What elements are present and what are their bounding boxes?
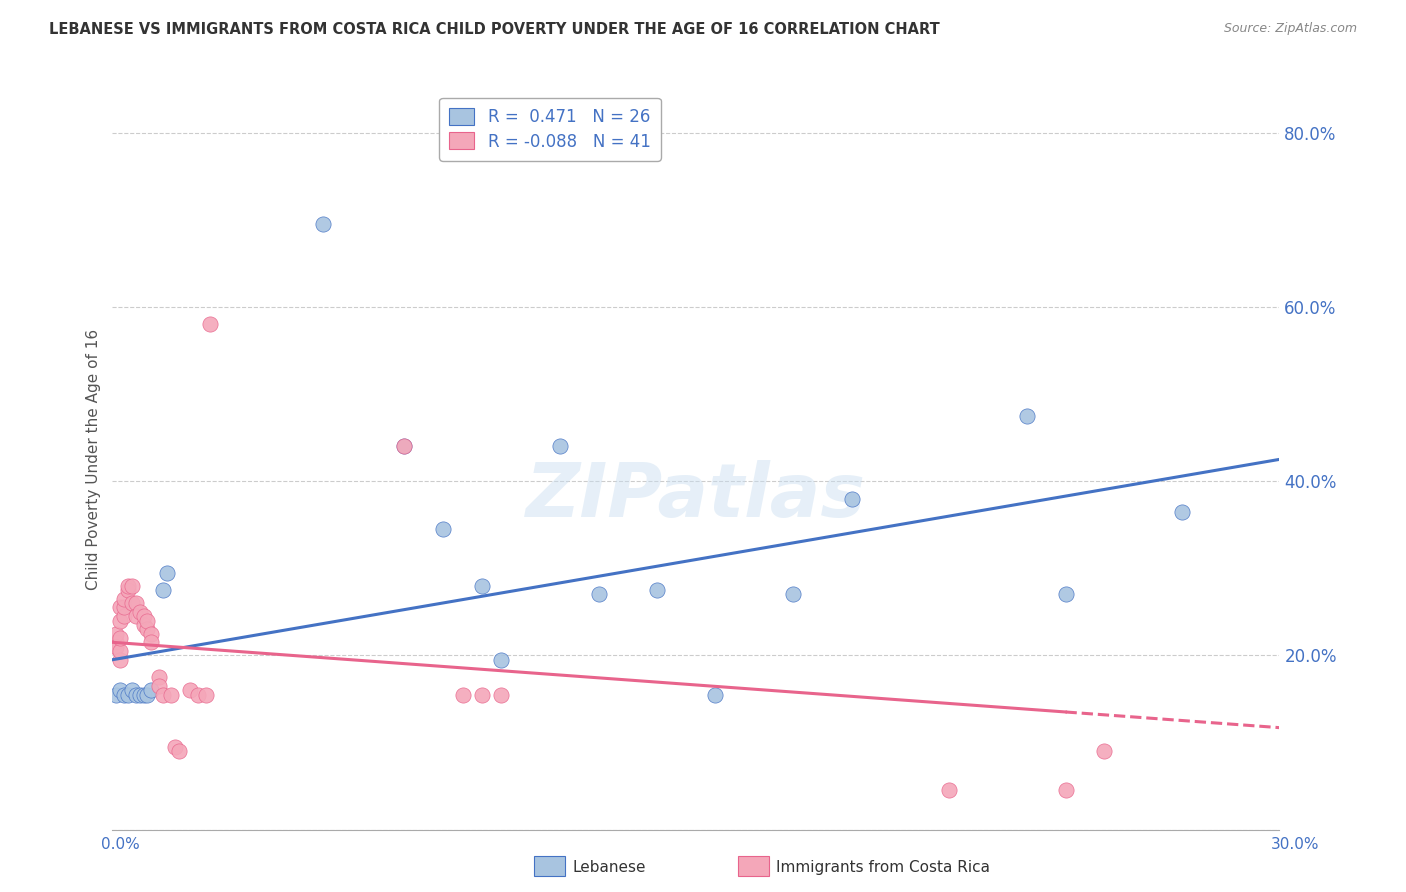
Point	[110, 653, 132, 667]
Point	[1094, 744, 1116, 758]
Point	[704, 688, 727, 702]
Point	[156, 566, 179, 580]
Point	[136, 614, 159, 628]
Point	[152, 582, 174, 597]
Y-axis label: Child Poverty Under the Age of 16: Child Poverty Under the Age of 16	[86, 329, 101, 590]
Point	[194, 688, 217, 702]
Point	[394, 439, 416, 453]
Point	[187, 688, 209, 702]
Point	[136, 622, 159, 636]
Point	[451, 688, 474, 702]
Point	[491, 653, 513, 667]
Point	[645, 582, 668, 597]
Point	[588, 587, 610, 601]
Point	[128, 605, 150, 619]
Point	[112, 591, 135, 606]
Point	[141, 683, 163, 698]
Point	[117, 579, 139, 593]
Point	[1171, 505, 1194, 519]
Point	[112, 688, 135, 702]
Point	[311, 217, 333, 231]
Point	[432, 522, 454, 536]
Point	[152, 688, 174, 702]
Point	[394, 439, 416, 453]
Point	[163, 739, 186, 754]
Point	[110, 600, 132, 615]
Text: Source: ZipAtlas.com: Source: ZipAtlas.com	[1223, 22, 1357, 36]
Point	[110, 614, 132, 628]
Point	[128, 688, 150, 702]
Point	[1054, 587, 1077, 601]
Point	[841, 491, 863, 506]
Point	[471, 688, 494, 702]
Point	[179, 683, 201, 698]
Point	[121, 579, 143, 593]
Point	[110, 644, 132, 658]
Text: ZIPatlas: ZIPatlas	[526, 460, 866, 533]
Text: Lebanese: Lebanese	[572, 860, 645, 874]
Point	[112, 609, 135, 624]
Point	[132, 688, 155, 702]
Point	[136, 688, 159, 702]
Point	[117, 688, 139, 702]
Point	[148, 679, 170, 693]
Point	[782, 587, 804, 601]
Point	[105, 640, 128, 654]
Point	[167, 744, 190, 758]
Point	[110, 683, 132, 698]
Point	[198, 318, 221, 332]
Point	[471, 579, 494, 593]
Point	[1015, 409, 1038, 423]
Point	[105, 688, 128, 702]
Point	[1054, 783, 1077, 797]
Point	[160, 688, 183, 702]
Point	[121, 596, 143, 610]
Point	[117, 582, 139, 597]
Text: LEBANESE VS IMMIGRANTS FROM COSTA RICA CHILD POVERTY UNDER THE AGE OF 16 CORRELA: LEBANESE VS IMMIGRANTS FROM COSTA RICA C…	[49, 22, 941, 37]
Point	[105, 635, 128, 649]
Point	[125, 688, 148, 702]
Point	[132, 618, 155, 632]
Point	[112, 600, 135, 615]
Point	[148, 670, 170, 684]
Legend: R =  0.471   N = 26, R = -0.088   N = 41: R = 0.471 N = 26, R = -0.088 N = 41	[440, 97, 661, 161]
Point	[938, 783, 960, 797]
Point	[141, 635, 163, 649]
Point	[125, 609, 148, 624]
Point	[491, 688, 513, 702]
Point	[121, 683, 143, 698]
Point	[548, 439, 571, 453]
Text: 0.0%: 0.0%	[101, 837, 141, 852]
Point	[141, 626, 163, 640]
Text: Immigrants from Costa Rica: Immigrants from Costa Rica	[776, 860, 990, 874]
Text: 30.0%: 30.0%	[1271, 837, 1319, 852]
Point	[132, 609, 155, 624]
Point	[110, 631, 132, 645]
Point	[105, 626, 128, 640]
Point	[125, 596, 148, 610]
